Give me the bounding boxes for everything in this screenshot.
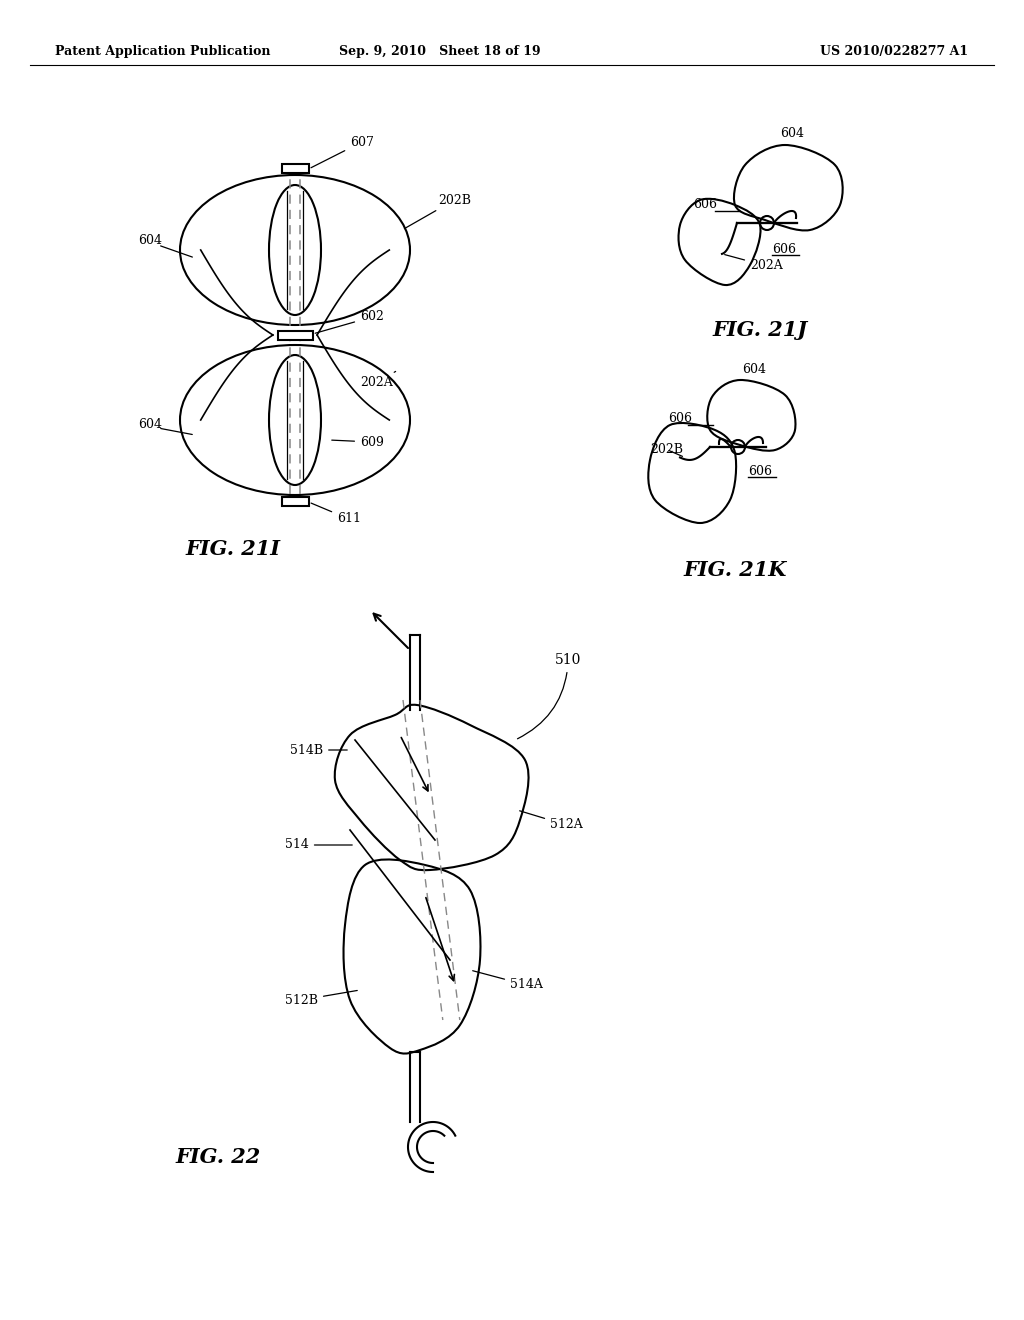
Text: 604: 604 bbox=[138, 418, 162, 432]
Text: FIG. 21J: FIG. 21J bbox=[713, 319, 808, 341]
Text: 512B: 512B bbox=[285, 990, 357, 1006]
Text: 512A: 512A bbox=[519, 810, 583, 832]
Bar bbox=[278, 330, 312, 339]
Text: FIG. 22: FIG. 22 bbox=[175, 1147, 260, 1167]
Text: Patent Application Publication: Patent Application Publication bbox=[55, 45, 270, 58]
Bar bbox=[282, 498, 308, 506]
Text: 606: 606 bbox=[668, 412, 692, 425]
Bar bbox=[282, 164, 308, 173]
Text: 604: 604 bbox=[780, 127, 804, 140]
Text: 510: 510 bbox=[517, 653, 582, 739]
Text: 604: 604 bbox=[742, 363, 766, 376]
Text: 202A: 202A bbox=[360, 371, 395, 389]
Text: 609: 609 bbox=[332, 436, 384, 449]
Text: 604: 604 bbox=[138, 234, 162, 247]
Text: 514B: 514B bbox=[290, 743, 347, 756]
Text: 607: 607 bbox=[311, 136, 374, 168]
Text: Sep. 9, 2010   Sheet 18 of 19: Sep. 9, 2010 Sheet 18 of 19 bbox=[339, 45, 541, 58]
Text: 606: 606 bbox=[693, 198, 717, 211]
Text: 514A: 514A bbox=[473, 970, 543, 991]
Text: 514: 514 bbox=[285, 838, 352, 851]
Text: 202A: 202A bbox=[725, 255, 782, 272]
Text: 606: 606 bbox=[748, 465, 772, 478]
Text: 202B: 202B bbox=[404, 194, 471, 228]
Text: 202B: 202B bbox=[650, 444, 683, 457]
Text: US 2010/0228277 A1: US 2010/0228277 A1 bbox=[820, 45, 968, 58]
Text: 602: 602 bbox=[315, 310, 384, 333]
Text: FIG. 21K: FIG. 21K bbox=[683, 560, 786, 579]
Text: FIG. 21I: FIG. 21I bbox=[185, 539, 280, 558]
Text: 606: 606 bbox=[772, 243, 796, 256]
Text: 611: 611 bbox=[311, 503, 361, 525]
